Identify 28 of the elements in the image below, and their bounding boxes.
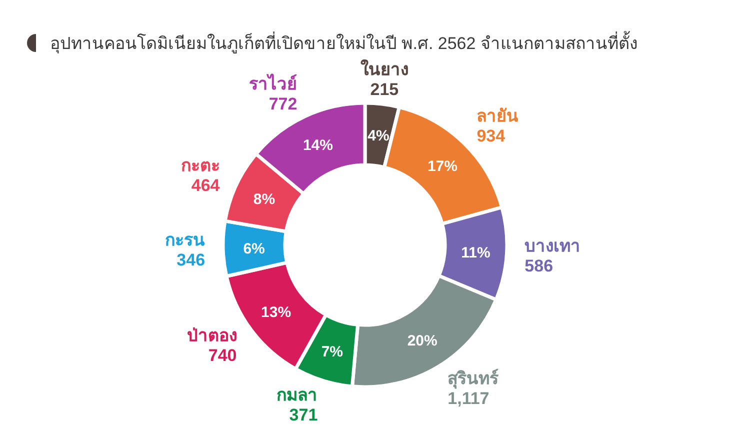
- data-label: 1,117: [448, 389, 490, 408]
- slice-label: ป่าตอง: [186, 326, 237, 345]
- data-label: 346: [176, 250, 206, 270]
- data-label: 464: [191, 176, 220, 195]
- data-label: 740: [208, 346, 237, 365]
- text: 4%: [368, 127, 390, 144]
- slice-label: สุรินทร์: [448, 368, 500, 389]
- text: 11%: [461, 244, 490, 262]
- slice-label: กมลา: [276, 386, 318, 405]
- slice-label: ลายัน: [476, 106, 519, 126]
- text: 6%: [243, 240, 265, 258]
- data-label: 586: [524, 256, 554, 276]
- data-label: 371: [289, 406, 318, 425]
- text: 13%: [261, 304, 292, 321]
- slice-label: กะรน: [165, 230, 206, 250]
- data-label: 215: [370, 80, 399, 100]
- chart-title: อุปทานคอนโดมิเนียมในภูเก็ตที่เปิดขายใหม่ในปี พ.ศ. 2562 จำแนกตามสถานที่ตั้ง: [50, 31, 638, 54]
- text: 20%: [407, 332, 438, 350]
- text: 17%: [427, 158, 458, 176]
- text: 14%: [302, 136, 333, 154]
- slice-label: ราไวย์: [249, 74, 298, 94]
- data-label: 772: [268, 94, 298, 114]
- data-label: 934: [476, 126, 506, 146]
- slice-label: กะตะ: [180, 156, 220, 175]
- slice-label: ในยาง: [360, 59, 408, 80]
- slice-label: บางเทา: [524, 236, 581, 256]
- text: 8%: [253, 190, 276, 208]
- text: 7%: [321, 344, 344, 361]
